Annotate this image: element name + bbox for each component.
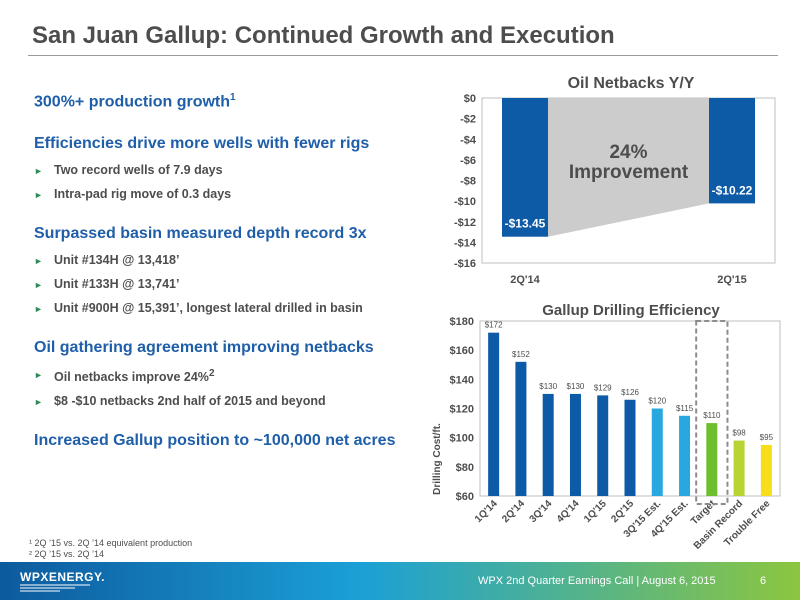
company-logo: WPXENERGY.: [20, 570, 106, 584]
data-label: -$13.45: [505, 217, 546, 231]
oil-netbacks-chart: Oil Netbacks Y/Y $0 -$2 -$4 -$6 -$8 -$10 -$12 -…: [454, 75, 776, 286]
triangle-bullet-icon: ►: [34, 304, 43, 315]
data-label: $129: [594, 383, 612, 392]
y-tick-label: $100: [450, 433, 474, 445]
footnote: ¹ 2Q ’15 vs. 2Q ’14 equivalent productio…: [29, 538, 193, 548]
bar: [706, 423, 718, 496]
bar: [651, 408, 663, 496]
annotation-text: Improvement: [569, 162, 689, 183]
bar: [679, 415, 691, 496]
data-label: $126: [621, 388, 639, 397]
chart-title: Gallup Drilling Efficiency: [542, 302, 720, 319]
bullet-production-growth: 300%+ production growth1: [34, 92, 236, 111]
y-tick-label: -$2: [460, 114, 476, 126]
y-tick-label: -$6: [460, 155, 476, 167]
triangle-bullet-icon: ►: [34, 190, 43, 201]
sub-bullet: ► Two record wells of 7.9 days: [34, 163, 223, 178]
data-label: $98: [732, 429, 746, 438]
chart-title: Oil Netbacks Y/Y: [568, 75, 695, 92]
x-tick-label: 4Q'14: [555, 498, 582, 525]
y-tick-label: $0: [464, 93, 476, 105]
data-label: $110: [703, 411, 721, 420]
bullet-depth-record: Surpassed basin measured depth record 3x: [34, 225, 367, 243]
data-label: $115: [676, 404, 694, 413]
x-tick-label: 2Q'15: [717, 274, 747, 286]
sub-bullet: ► Unit #134H @ 13,418’: [34, 253, 180, 268]
x-tick-label: 1Q'15: [582, 498, 609, 525]
bar: [515, 361, 527, 496]
y-tick-label: -$10: [454, 196, 476, 208]
bar: [733, 440, 745, 496]
title-divider: [28, 55, 778, 56]
bar: [760, 444, 772, 496]
triangle-bullet-icon: ►: [34, 166, 43, 177]
y-tick-label: -$12: [454, 217, 476, 229]
triangle-bullet-icon: ►: [34, 280, 43, 291]
sub-bullet: ► Unit #133H @ 13,741’: [34, 277, 180, 292]
triangle-bullet-icon: ►: [34, 397, 43, 408]
annotation-percent: 24%: [609, 142, 647, 163]
page-number: 6: [760, 575, 767, 587]
data-label: -$10.22: [712, 183, 753, 197]
improvement-band: [548, 98, 709, 237]
footer-bar: WPXENERGY. WPX 2nd Quarter Earnings Call…: [0, 562, 800, 600]
sub-bullet: ► Unit #900H @ 15,391’, longest lateral d…: [34, 301, 363, 316]
y-tick-label: -$16: [454, 258, 476, 270]
data-label: $95: [760, 433, 774, 442]
slide-title: San Juan Gallup: Continued Growth and Ex…: [32, 22, 615, 49]
data-label: $152: [512, 350, 530, 359]
data-label: $172: [485, 321, 503, 330]
bar: [488, 332, 500, 496]
footer-caption: WPX 2nd Quarter Earnings Call | August 6…: [478, 575, 716, 587]
y-tick-label: $60: [456, 491, 474, 503]
bullet-gallup-position: Increased Gallup position to ~100,000 ne…: [34, 432, 396, 450]
data-label: $130: [567, 382, 585, 391]
bar: [597, 395, 609, 496]
bar: [542, 393, 554, 496]
bar: [569, 393, 581, 496]
y-tick-label: -$8: [460, 176, 476, 188]
x-tick-label: 2Q'14: [500, 498, 527, 525]
y-tick-label: $140: [450, 374, 474, 386]
x-tick-label: 3Q'14: [528, 498, 555, 525]
data-label: $120: [648, 397, 666, 406]
y-tick-label: $80: [456, 462, 474, 474]
footnotes: ¹ 2Q ’15 vs. 2Q ’14 equivalent productio…: [29, 538, 192, 560]
sub-bullet: ► $8 -$10 netbacks 2nd half of 2015 and b…: [34, 394, 326, 409]
target-highlight-box: [695, 320, 729, 505]
x-tick-label: 2Q'14: [510, 274, 540, 286]
bar: [709, 98, 755, 204]
y-axis-label: Drilling Cost/ft.: [432, 423, 443, 495]
logo-stripes-icon: [20, 584, 90, 592]
sub-bullet: ► Oil netbacks improve 24%2: [34, 368, 215, 385]
bar: [624, 399, 636, 496]
bullet-efficiencies: Efficiencies drive more wells with fewer…: [34, 135, 370, 153]
y-tick-label: $180: [450, 316, 474, 328]
triangle-bullet-icon: ►: [34, 370, 43, 381]
triangle-bullet-icon: ►: [34, 256, 43, 267]
data-label: $130: [539, 382, 557, 391]
bullet-oil-gathering: Oil gathering agreement improving netbac…: [34, 339, 374, 357]
y-tick-label: $160: [450, 345, 474, 357]
x-tick-label: 1Q'14: [473, 498, 500, 525]
sub-bullet: ► Intra-pad rig move of 0.3 days: [34, 187, 232, 202]
y-tick-label: $120: [450, 404, 474, 416]
footnote: ² 2Q ’15 vs. 2Q ’14: [29, 549, 105, 559]
y-tick-label: -$4: [460, 134, 477, 146]
drilling-efficiency-chart: Gallup Drilling Efficiency Drilling Cost…: [432, 302, 781, 551]
bar: [502, 98, 548, 237]
bullet-list: 300%+ production growth1 Efficiencies dr…: [34, 88, 434, 451]
y-tick-label: -$14: [454, 237, 477, 249]
